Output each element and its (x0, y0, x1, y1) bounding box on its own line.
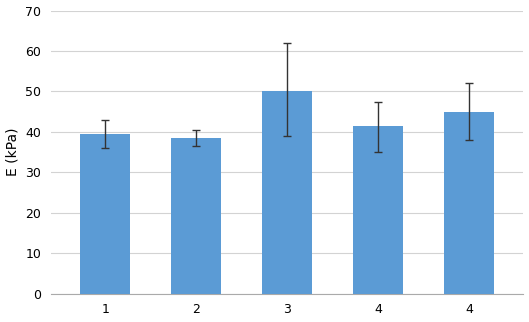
Bar (353, 126, 403, 294)
Y-axis label: E (kPa): E (kPa) (6, 128, 20, 176)
Bar (444, 112, 494, 294)
Bar (171, 138, 221, 294)
Bar (262, 91, 312, 294)
Bar (80, 134, 130, 294)
